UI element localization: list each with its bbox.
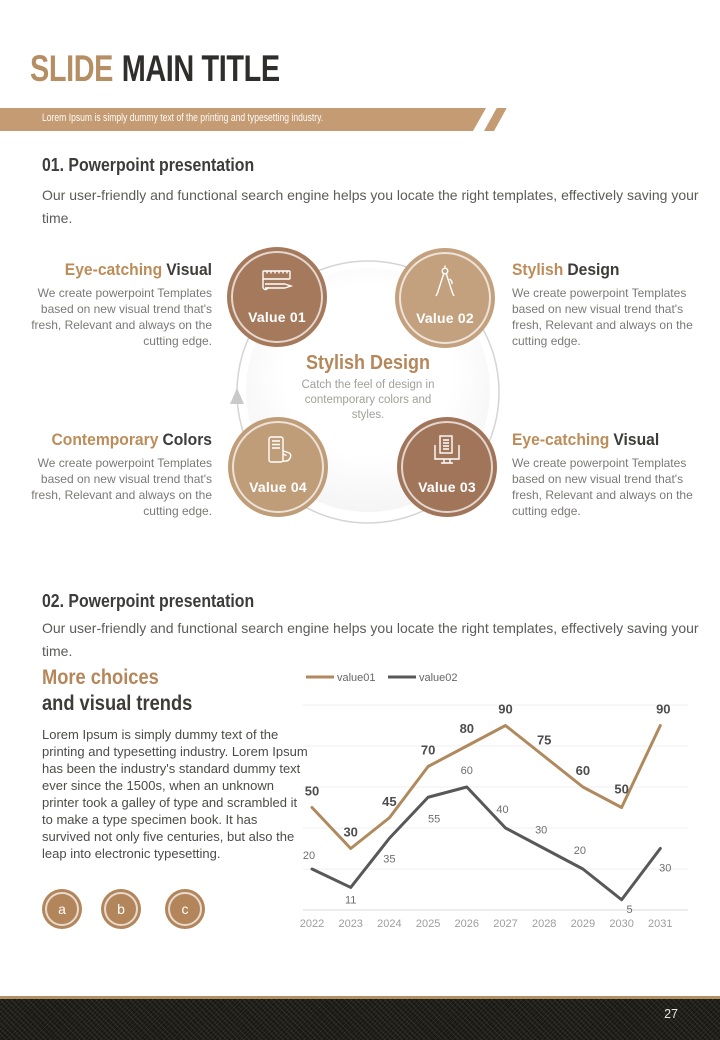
section-01-heading: 01. Powerpoint presentation — [42, 155, 255, 175]
phone-hand-icon — [268, 436, 292, 463]
feature-block-stylish-design: Stylish Design We create powerpoint Templ… — [512, 260, 702, 349]
monitor-document-icon — [434, 435, 460, 464]
slide-title: SLIDE MAIN TITLE — [30, 48, 280, 90]
feature-block-contemporary-colors: Contemporary Colors We create powerpoint … — [22, 430, 212, 519]
diagram-center-body: Catch the feel of design in contemporary… — [301, 379, 435, 421]
svg-text:2023: 2023 — [338, 918, 362, 930]
subtitle-banner: Lorem Ipsum is simply dummy text of the … — [0, 108, 486, 131]
subtitle-visual-trends: and visual trends — [42, 692, 193, 715]
footer-gold-line — [0, 996, 720, 999]
feature-block-body: We create powerpoint Templates based on … — [512, 286, 693, 348]
bullet-b-button[interactable]: b — [101, 889, 141, 929]
feature-block-body: We create powerpoint Templates based on … — [31, 456, 212, 518]
subtitle-banner-text: Lorem Ipsum is simply dummy text of the … — [42, 112, 324, 124]
svg-text:90: 90 — [656, 702, 670, 717]
svg-text:2029: 2029 — [571, 918, 595, 930]
svg-text:30: 30 — [659, 863, 671, 875]
feature-heading-rest: Visual — [613, 430, 660, 449]
section-02-paragraph: Lorem Ipsum is simply dummy text of the … — [42, 727, 308, 861]
svg-text:75: 75 — [537, 732, 551, 747]
footer-bar — [0, 999, 720, 1040]
feature-block-eye-catching-visual-1: Eye-catching Visual We create powerpoint … — [22, 260, 212, 349]
section-01-body: Our user-friendly and functional search … — [42, 187, 699, 226]
svg-text:60: 60 — [576, 763, 590, 778]
svg-text:2022: 2022 — [300, 918, 324, 930]
feature-heading-accent: Stylish — [512, 260, 564, 279]
value-01-circle: Value 01 — [227, 247, 327, 347]
slide-title-accent: SLIDE — [30, 48, 114, 89]
bullet-a-button[interactable]: a — [42, 889, 82, 929]
svg-text:2025: 2025 — [416, 918, 440, 930]
svg-text:2028: 2028 — [532, 918, 556, 930]
line-chart: value01 value02 50 30 45 70 80 90 75 60 50 90 20 11 35… — [300, 672, 688, 930]
svg-text:5: 5 — [627, 904, 633, 916]
svg-text:30: 30 — [535, 825, 547, 837]
svg-text:90: 90 — [498, 702, 512, 717]
svg-text:70: 70 — [421, 743, 435, 758]
svg-text:2031: 2031 — [648, 918, 672, 930]
compass-icon — [435, 265, 455, 297]
section-02-heading: 02. Powerpoint presentation — [42, 591, 255, 611]
value-01-label: Value 01 — [248, 309, 306, 325]
svg-text:2027: 2027 — [493, 918, 517, 930]
svg-text:2026: 2026 — [455, 918, 479, 930]
feature-block-heading: Contemporary Colors — [37, 430, 212, 450]
svg-text:30: 30 — [343, 825, 357, 840]
feature-block-eye-catching-visual-2: Eye-catching Visual We create powerpoint … — [512, 430, 702, 519]
section-02-body: Our user-friendly and functional search … — [42, 620, 699, 659]
feature-block-heading: Stylish Design — [512, 260, 687, 280]
page-number: 27 — [664, 1007, 678, 1021]
subtitle-more-choices: More choices — [42, 666, 159, 689]
feature-block-body: We create powerpoint Templates based on … — [512, 456, 693, 518]
feature-block-heading: Eye-catching Visual — [37, 260, 212, 280]
feature-heading-rest: Design — [567, 260, 620, 279]
svg-text:20: 20 — [574, 845, 586, 857]
value-04-label: Value 04 — [249, 479, 307, 495]
svg-text:45: 45 — [382, 794, 396, 809]
svg-text:60: 60 — [461, 765, 473, 777]
value-04-circle: Value 04 — [228, 417, 328, 517]
value-02-label: Value 02 — [416, 310, 474, 326]
svg-text:50: 50 — [614, 782, 628, 797]
value-02-circle: Value 02 — [395, 248, 495, 348]
feature-heading-rest: Colors — [162, 430, 212, 449]
svg-text:value01: value01 — [337, 672, 376, 684]
slide-title-main: MAIN TITLE — [121, 48, 280, 89]
feature-heading-accent: Contemporary — [51, 430, 159, 449]
svg-text:55: 55 — [428, 813, 440, 825]
feature-heading-accent: Eye-catching — [64, 260, 163, 279]
feature-heading-accent: Eye-catching — [512, 430, 610, 449]
svg-text:2024: 2024 — [377, 918, 401, 930]
svg-text:50: 50 — [305, 784, 319, 799]
svg-text:40: 40 — [496, 804, 508, 816]
svg-text:80: 80 — [460, 721, 474, 736]
svg-text:11: 11 — [345, 894, 356, 906]
svg-text:20: 20 — [303, 850, 315, 862]
feature-heading-rest: Visual — [166, 260, 212, 279]
value-03-circle: Value 03 — [397, 417, 497, 517]
feature-block-body: We create powerpoint Templates based on … — [31, 286, 212, 348]
svg-text:value02: value02 — [419, 672, 458, 684]
sketch-icon — [262, 270, 294, 291]
svg-text:2030: 2030 — [609, 918, 633, 930]
diagram-center-title: Stylish Design — [305, 352, 431, 374]
value-03-label: Value 03 — [418, 479, 476, 495]
svg-text:35: 35 — [383, 853, 395, 865]
feature-block-heading: Eye-catching Visual — [512, 430, 687, 450]
bullet-c-button[interactable]: c — [165, 889, 205, 929]
